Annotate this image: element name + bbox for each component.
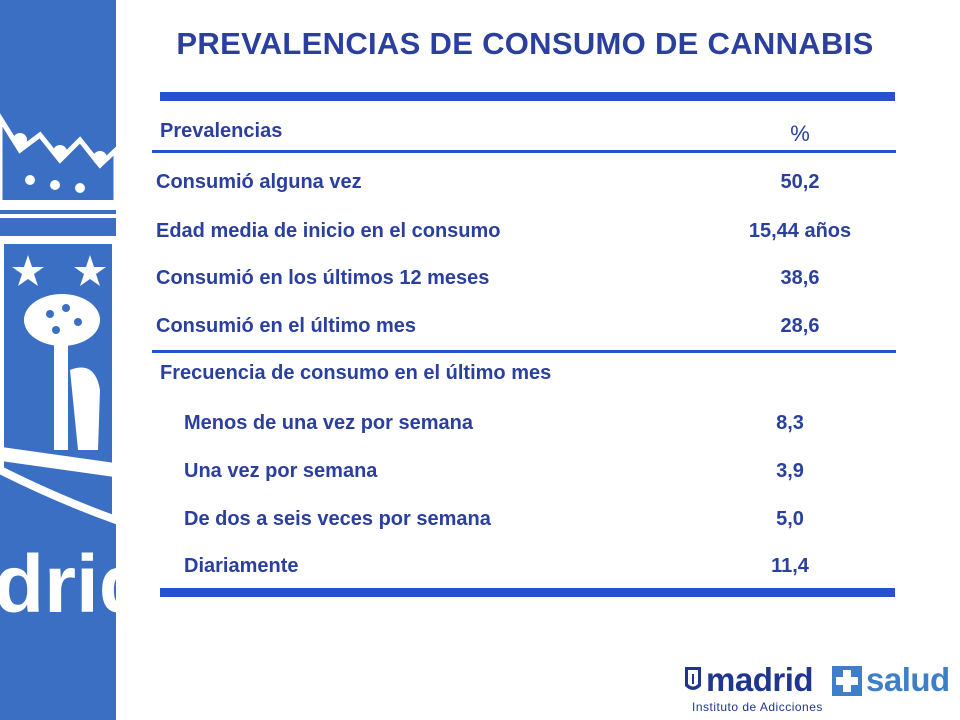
bottom-divider	[160, 588, 895, 597]
row-label: Consumió en los últimos 12 meses	[156, 267, 490, 289]
page-title: PREVALENCIAS DE CONSUMO DE CANNABIS	[176, 26, 874, 61]
madrid-salud-logo: madrid salud Instituto de Adicciones	[684, 662, 954, 718]
row-label: Edad media de inicio en el consumo	[156, 220, 501, 242]
frequency-section-title: Frecuencia de consumo en el último mes	[160, 362, 552, 384]
row-value: 38,6	[780, 267, 820, 289]
frequency-item-label: Una vez por semana	[184, 460, 378, 482]
row-label: Consumió alguna vez	[156, 171, 362, 193]
frequency-item-label: De dos a seis veces por semana	[184, 508, 491, 530]
health-cross-icon	[832, 666, 862, 696]
header-divider	[152, 150, 896, 153]
frequency-item-label: Diariamente	[184, 555, 299, 577]
coat-of-arms-icon: drid	[0, 0, 116, 720]
sidebar-watermark-text: drid	[0, 539, 116, 630]
frequency-item-value: 11,4	[771, 555, 809, 577]
frequency-item-value: 3,9	[776, 460, 804, 482]
row-value: 50,2	[780, 171, 820, 193]
row-value: 28,6	[780, 315, 820, 337]
logo-brand-text: madrid	[706, 661, 814, 698]
row-value: 15,44 años	[748, 220, 852, 242]
row-label: Consumió en el último mes	[156, 315, 417, 337]
logo-brand2-text: salud	[866, 661, 950, 698]
logo-subtitle: Instituto de Adicciones	[692, 700, 823, 714]
section-divider	[152, 350, 896, 353]
column-header-unit: %	[790, 121, 810, 146]
frequency-item-value: 5,0	[776, 508, 804, 530]
sidebar-coat-of-arms: drid	[0, 0, 116, 720]
frequency-item-label: Menos de una vez por semana	[184, 412, 473, 434]
frequency-item-value: 8,3	[776, 412, 804, 434]
shield-icon	[685, 667, 701, 690]
column-header-label: Prevalencias	[160, 120, 283, 142]
top-divider	[160, 92, 895, 101]
